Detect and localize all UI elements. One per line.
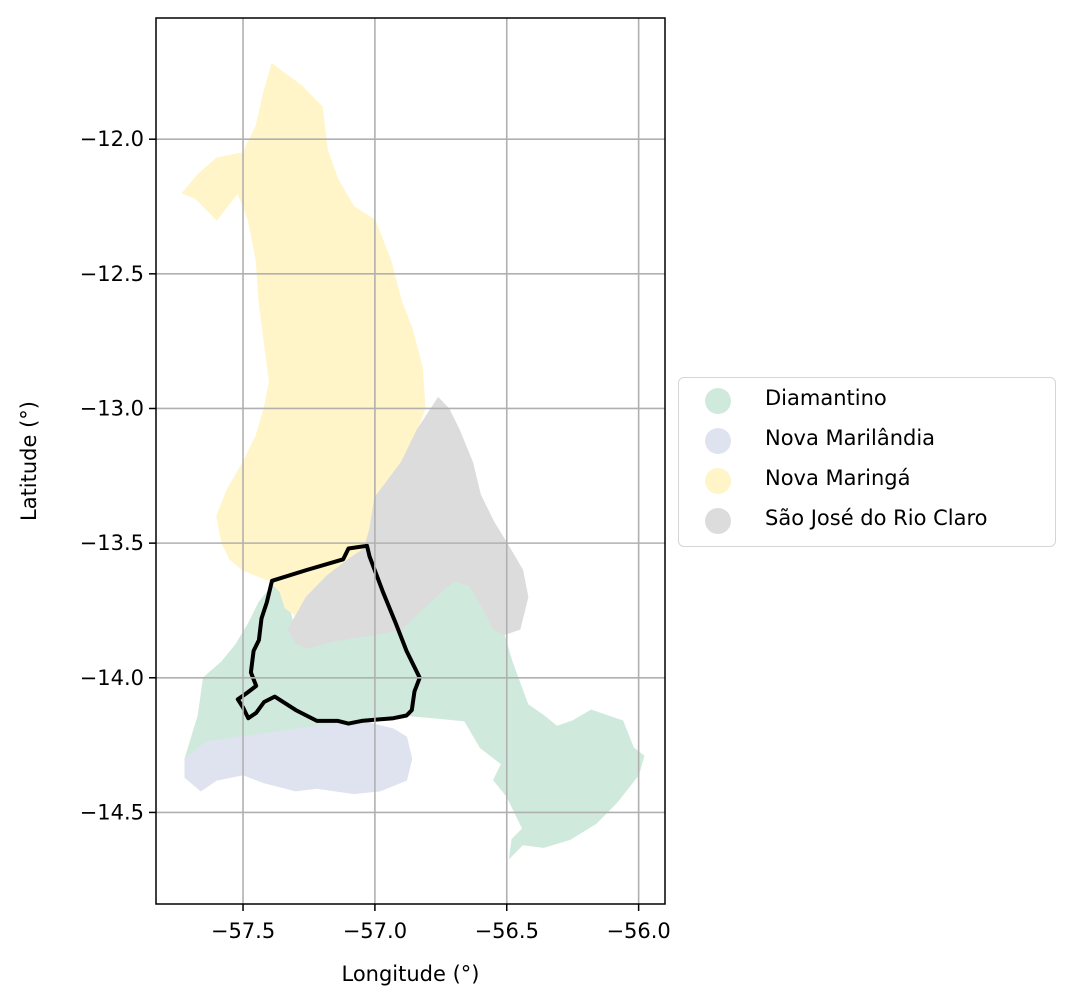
legend-item-nova-marilandia: Nova Marilândia <box>679 420 1055 460</box>
legend-marker-nova-marilandia <box>705 428 731 454</box>
legend-label-diamantino: Diamantino <box>765 386 887 410</box>
y-tick-label-2: −13.0 <box>80 396 144 420</box>
x-tick-label-0: −57.5 <box>211 919 275 943</box>
legend-item-sao-jose-do-rio-claro: São José do Rio Claro <box>679 500 1055 540</box>
study-area-outline-layer <box>235 543 422 726</box>
y-tick-label-1: −12.5 <box>80 262 144 286</box>
x-tick-label-3: −56.0 <box>606 919 670 943</box>
x-tick-label-2: −56.5 <box>475 919 539 943</box>
study-area-outline <box>235 543 422 726</box>
legend-item-nova-maringa: Nova Maringá <box>679 460 1055 500</box>
y-tick-label-3: −13.5 <box>80 531 144 555</box>
legend-marker-diamantino <box>705 388 731 414</box>
x-axis-title: Longitude (°) <box>341 962 479 986</box>
legend-label-sao-jose-do-rio-claro: São José do Rio Claro <box>765 506 988 530</box>
legend-item-diamantino: Diamantino <box>679 380 1055 420</box>
y-tick-label-4: −14.0 <box>80 666 144 690</box>
legend-label-nova-maringa: Nova Maringá <box>765 466 911 490</box>
grid-layer <box>156 18 665 904</box>
region-diamantino <box>184 580 645 860</box>
legend-marker-sao-jose-do-rio-claro <box>705 508 731 534</box>
region-nova-marilandia <box>184 720 413 795</box>
legend-marker-nova-maringa <box>705 468 731 494</box>
regions-layer <box>181 62 645 860</box>
region-sao-jose-do-rio-claro <box>287 396 529 649</box>
y-tick-label-0: −12.0 <box>80 127 144 151</box>
legend-label-nova-marilandia: Nova Marilândia <box>765 426 936 450</box>
ticks-layer: −57.5 −57.0 −56.5 −56.0 −12.0 −12.5 −13.0 −13.5… <box>80 127 671 943</box>
plot-frame <box>155 17 666 905</box>
legend: Diamantino Nova Marilândia Nova Maringá … <box>678 377 1056 547</box>
x-tick-label-1: −57.0 <box>343 919 407 943</box>
y-tick-label-5: −14.5 <box>80 800 144 824</box>
y-axis-title: Latitude (°) <box>17 401 41 521</box>
